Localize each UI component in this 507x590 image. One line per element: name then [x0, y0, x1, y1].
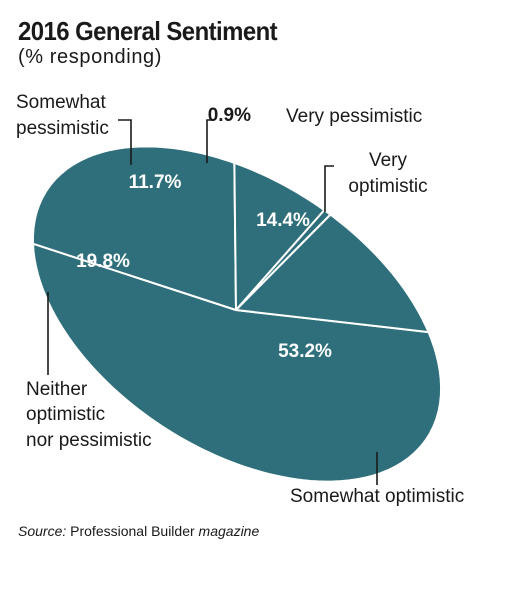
chart-subtitle: (% responding): [18, 46, 163, 68]
pie-slice-neither-optimistic-nor-pessimistic: [31, 145, 237, 311]
chart-title: 2016 General Sentiment: [18, 16, 278, 46]
slice-category-label: optimistic: [348, 176, 427, 197]
slice-value-label: 0.9%: [208, 105, 251, 126]
slice-leader-line: [324, 165, 334, 212]
slice-category-label: Very: [369, 150, 408, 171]
slice-category-label: nor pessimistic: [26, 430, 152, 451]
pie-slices: [31, 145, 443, 483]
slice-category-label: Neither: [26, 379, 88, 400]
slice-value-label: 11.7%: [129, 172, 182, 193]
slice-value-label: 14.4%: [256, 210, 310, 231]
slice-category-label: Very pessimistic: [286, 106, 422, 127]
slice-leader-line: [206, 119, 214, 163]
pie-slice-somewhat-optimistic: [32, 242, 443, 483]
slice-leader-line: [118, 119, 132, 165]
pie-slice-somewhat-pessimistic: [233, 161, 326, 311]
slice-value-label: 53.2%: [278, 341, 332, 362]
source-label: Source:: [18, 523, 67, 539]
source-note: Source: Professional Builder magazine: [18, 523, 259, 539]
slice-value-label: 19.8%: [76, 251, 130, 272]
source-suffix: magazine: [198, 523, 260, 539]
pie-slice-very-optimistic: [235, 213, 430, 334]
slice-category-label: pessimistic: [16, 118, 109, 139]
slice-category-label: Somewhat: [16, 92, 106, 113]
pie-annotations: 53.2% Somewhat optimistic 19.8% Neither opti…: [16, 92, 464, 507]
source-publication: Professional Builder: [70, 523, 195, 539]
slice-category-label: optimistic: [26, 404, 105, 425]
slice-category-label: Somewhat optimistic: [290, 486, 464, 507]
